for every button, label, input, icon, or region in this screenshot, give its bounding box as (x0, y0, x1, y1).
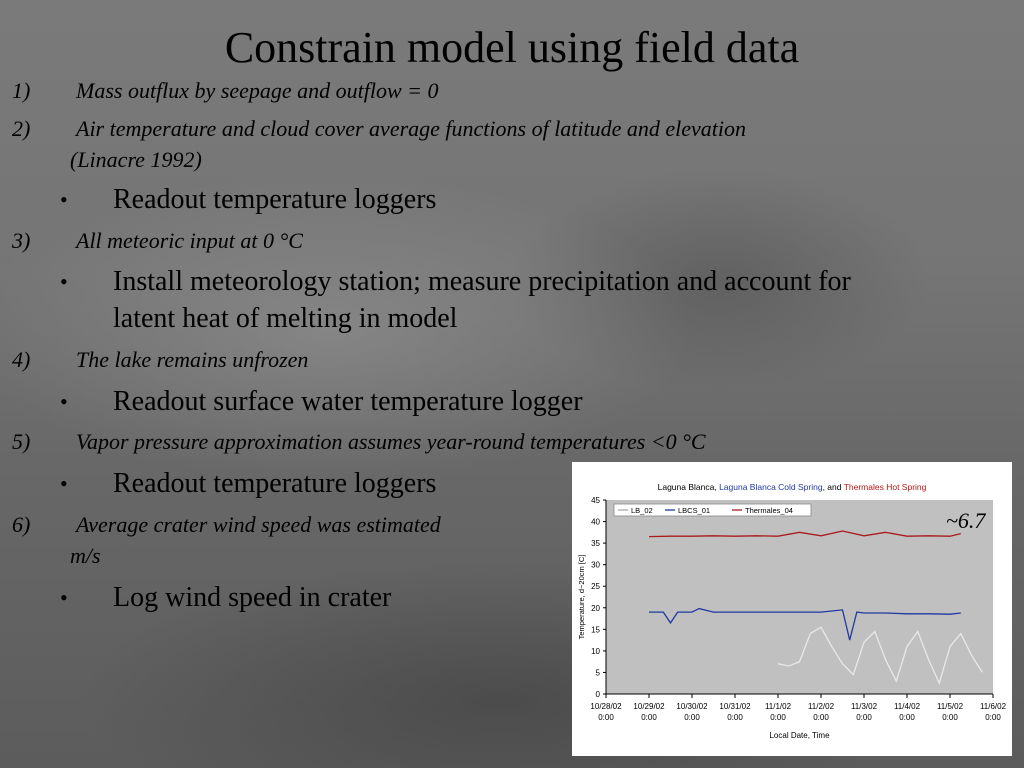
plot-area (606, 500, 993, 694)
x-tick-label: 0:00 (727, 713, 743, 722)
y-tick-label: 35 (591, 539, 600, 548)
x-tick-label: 10/28/02 (590, 702, 622, 711)
y-axis-label: Temperature, d~20cm [C] (577, 555, 586, 640)
item-text-continuation: (Linacre 1992) (70, 147, 202, 172)
bullet-item-meteorology-station: • Install meteorology station; measure p… (60, 263, 1015, 337)
x-tick-label: 11/2/02 (808, 702, 835, 711)
item-number: 3) (12, 228, 31, 253)
x-tick-label: 10/29/02 (633, 702, 665, 711)
item-number: 5) (12, 429, 31, 454)
bullet-icon: • (60, 269, 68, 294)
bullet-item-readout-loggers-1: • Readout temperature loggers (60, 181, 1015, 218)
temperature-chart: Laguna Blanca, Laguna Blanca Cold Spring… (572, 462, 1012, 756)
numbered-item-3: 3) All meteoric input at 0 °C (12, 225, 1012, 256)
series-line-Thermales_04 (648, 530, 961, 538)
x-tick-label: 11/3/02 (851, 702, 878, 711)
item-text: The lake remains unfrozen (76, 347, 309, 372)
legend-box (613, 503, 812, 517)
x-tick-label: 0:00 (684, 713, 700, 722)
legend-label-LBCS_01: LBCS_01 (678, 506, 710, 515)
x-tick-label: 0:00 (899, 713, 915, 722)
y-tick-label: 15 (591, 625, 600, 634)
x-tick-label: 0:00 (598, 713, 614, 722)
x-tick-label: 11/5/02 (937, 702, 964, 711)
legend-label-Thermales_04: Thermales_04 (745, 506, 793, 515)
bullet-text: Readout surface water temperature logger (113, 386, 583, 417)
y-tick-label: 20 (591, 604, 600, 613)
series-line-LBCS_01 (649, 607, 961, 641)
item-number: 4) (12, 347, 31, 372)
bullet-text: Readout temperature loggers (113, 184, 437, 215)
x-tick-label: 0:00 (985, 713, 1001, 722)
x-axis-label: Local Date, Time (769, 731, 830, 740)
bullet-icon: • (60, 389, 68, 414)
y-tick-label: 25 (591, 582, 600, 591)
item-text: All meteoric input at 0 °C (76, 228, 303, 253)
x-tick-label: 0:00 (770, 713, 786, 722)
item-number: 6) (12, 512, 31, 537)
bullet-text: Log wind speed in crater (113, 582, 392, 613)
x-tick-label: 0:00 (641, 713, 657, 722)
y-tick-label: 45 (591, 496, 600, 505)
wind-speed-annotation: ~6.7 (946, 508, 986, 533)
y-tick-label: 5 (596, 668, 601, 677)
y-tick-label: 0 (596, 690, 601, 699)
item-number: 1) (12, 78, 31, 103)
numbered-item-1: 1) Mass outflux by seepage and outflow =… (12, 75, 1012, 106)
item-text-continuation: m/s (70, 543, 101, 568)
legend-label-LB_02: LB_02 (631, 506, 653, 515)
numbered-item-4: 4) The lake remains unfrozen (12, 344, 1012, 375)
slide-title: Constrain model using field data (224, 23, 800, 72)
x-tick-label: 10/31/02 (719, 702, 751, 711)
bullet-item-wind-speed: • Log wind speed in crater (60, 579, 540, 616)
bullet-icon: • (60, 471, 68, 496)
y-tick-label: 10 (591, 647, 600, 656)
bullet-item-surface-water-logger: • Readout surface water temperature logg… (60, 383, 1015, 420)
x-tick-label: 0:00 (942, 713, 958, 722)
y-tick-label: 30 (591, 561, 600, 570)
series-line-LB_02 (777, 626, 983, 686)
x-tick-label: 11/6/02 (980, 702, 1007, 711)
numbered-item-5: 5) Vapor pressure approximation assumes … (12, 426, 1012, 457)
bullet-text: Install meteorology station; measure pre… (113, 266, 851, 297)
x-tick-label: 11/4/02 (894, 702, 921, 711)
chart-canvas: Laguna Blanca, Laguna Blanca Cold Spring… (577, 482, 1007, 740)
bullet-icon: • (60, 585, 68, 610)
chart-title: Laguna Blanca, Laguna Blanca Cold Spring… (658, 482, 927, 492)
item-number: 2) (12, 116, 31, 141)
bullet-text-continuation: latent heat of melting in model (113, 303, 458, 334)
y-tick-label: 40 (591, 518, 600, 527)
x-tick-label: 0:00 (813, 713, 829, 722)
x-tick-label: 11/1/02 (765, 702, 792, 711)
x-tick-label: 0:00 (856, 713, 872, 722)
bullet-item-readout-loggers-2: • Readout temperature loggers (60, 465, 1015, 502)
bullet-text: Readout temperature loggers (113, 468, 437, 499)
x-tick-label: 10/30/02 (676, 702, 708, 711)
numbered-item-2: 2) Air temperature and cloud cover avera… (12, 113, 1012, 175)
item-text: Mass outflux by seepage and outflow = 0 (76, 78, 439, 103)
item-text: Vapor pressure approximation assumes yea… (76, 429, 706, 454)
item-text: Air temperature and cloud cover average … (76, 116, 747, 141)
item-text: Average crater wind speed was estimated (76, 512, 441, 537)
numbered-item-6: 6) Average crater wind speed was estimat… (12, 509, 552, 571)
bullet-icon: • (60, 187, 68, 212)
